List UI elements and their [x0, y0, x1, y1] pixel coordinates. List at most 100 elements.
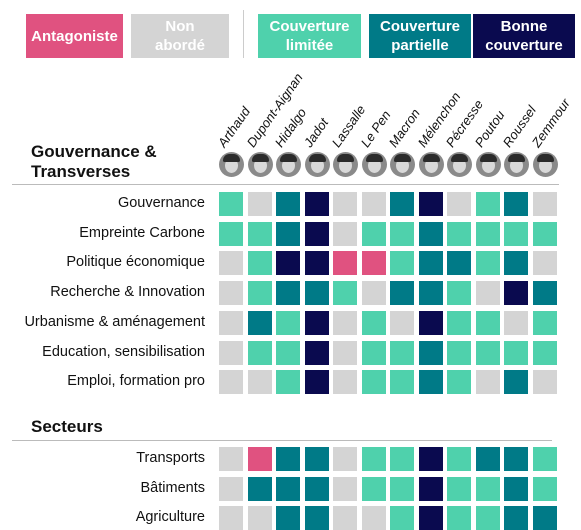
candidate-avatar [390, 152, 415, 177]
heatmap-cell [418, 506, 443, 530]
heatmap-cell [219, 476, 243, 501]
heatmap-cell [247, 310, 272, 335]
heatmap-cell [304, 221, 329, 246]
legend-item-1: Non abordé [131, 14, 229, 58]
heatmap-cell [418, 281, 443, 306]
heatmap-cell [333, 370, 357, 395]
heatmap-cell [447, 281, 471, 306]
heatmap-cell [418, 476, 443, 501]
heatmap-cell [475, 506, 500, 530]
heatmap-cell [333, 192, 357, 216]
heatmap-cell [276, 506, 300, 530]
heatmap-cell [504, 251, 528, 276]
heatmap-cell [532, 310, 557, 335]
heatmap-cell [304, 192, 329, 216]
candidate-avatar [532, 152, 558, 177]
heatmap-cell [418, 447, 443, 471]
heatmap-cell [276, 340, 300, 365]
heatmap-cell [333, 310, 357, 335]
heatmap-cell [247, 370, 272, 395]
heatmap-cell [219, 251, 243, 276]
heatmap-cell [361, 251, 386, 276]
heatmap-cell [304, 447, 329, 471]
heatmap-cell [247, 281, 272, 306]
heatmap-cell [504, 476, 528, 501]
heatmap-cell [390, 506, 414, 530]
heatmap-cell [304, 370, 329, 395]
candidate-avatar [276, 152, 301, 177]
heatmap-cell [276, 310, 300, 335]
heatmap-cell [304, 506, 329, 530]
heatmap-cell [390, 192, 414, 216]
heatmap-cell [247, 340, 272, 365]
heatmap-cell [304, 281, 329, 306]
heatmap-cell [361, 310, 386, 335]
heatmap-cell [247, 221, 272, 246]
legend-item-3: Couverture partielle [369, 14, 471, 58]
heatmap-cell [361, 506, 386, 530]
heatmap-cell [475, 251, 500, 276]
section-divider [12, 440, 552, 441]
heatmap-cell [219, 340, 243, 365]
heatmap-cell [475, 340, 500, 365]
heatmap-cell [504, 506, 528, 530]
heatmap-cell [304, 310, 329, 335]
heatmap-cell [276, 476, 300, 501]
heatmap-cell [418, 221, 443, 246]
heatmap-cell [447, 506, 471, 530]
heatmap-cell [447, 447, 471, 471]
heatmap-cell [276, 221, 300, 246]
heatmap-cell [475, 476, 500, 501]
section-title: Gouvernance & Transverses [31, 142, 157, 181]
candidate-name: Zemmour [528, 95, 573, 150]
heatmap-cell [504, 340, 528, 365]
candidate-avatar [361, 152, 387, 177]
heatmap-cell [504, 221, 528, 246]
heatmap-cell [219, 221, 243, 246]
heatmap-cell [532, 281, 557, 306]
legend-item-4: Bonne couverture [473, 14, 575, 58]
heatmap-cell [475, 447, 500, 471]
candidate-avatar [247, 152, 273, 177]
heatmap-cell [219, 447, 243, 471]
heatmap-cell [304, 340, 329, 365]
section-title: Secteurs [31, 417, 103, 436]
heatmap-cell [333, 506, 357, 530]
heatmap-cell [361, 221, 386, 246]
heatmap-cell [418, 192, 443, 216]
row-label: Politique économique [66, 254, 205, 271]
heatmap-cell [532, 476, 557, 501]
heatmap-cell [447, 251, 471, 276]
heatmap-cell [304, 251, 329, 276]
heatmap-cell [219, 506, 243, 530]
heatmap-cell [247, 506, 272, 530]
heatmap-cell [475, 221, 500, 246]
section-divider [12, 184, 559, 185]
heatmap-cell [219, 192, 243, 216]
heatmap-cell [333, 447, 357, 471]
heatmap-cell [333, 251, 357, 276]
heatmap-cell [219, 310, 243, 335]
heatmap-cell [390, 447, 414, 471]
heatmap-cell [333, 340, 357, 365]
heatmap-cell [390, 251, 414, 276]
heatmap-cell [532, 340, 557, 365]
heatmap-cell [361, 370, 386, 395]
heatmap-cell [532, 221, 557, 246]
heatmap-cell [333, 476, 357, 501]
heatmap-cell [390, 370, 414, 395]
heatmap-cell [504, 447, 528, 471]
heatmap-cell [390, 340, 414, 365]
heatmap-cell [333, 281, 357, 306]
heatmap-cell [361, 476, 386, 501]
heatmap-cell [475, 281, 500, 306]
row-label: Agriculture [135, 509, 205, 526]
candidate-avatar [447, 152, 472, 177]
heatmap-cell [532, 447, 557, 471]
heatmap-cell [504, 310, 528, 335]
heatmap-cell [532, 192, 557, 216]
heatmap-cell [219, 370, 243, 395]
row-label: Empreinte Carbone [79, 224, 205, 241]
heatmap-cell [247, 476, 272, 501]
heatmap-cell [475, 192, 500, 216]
